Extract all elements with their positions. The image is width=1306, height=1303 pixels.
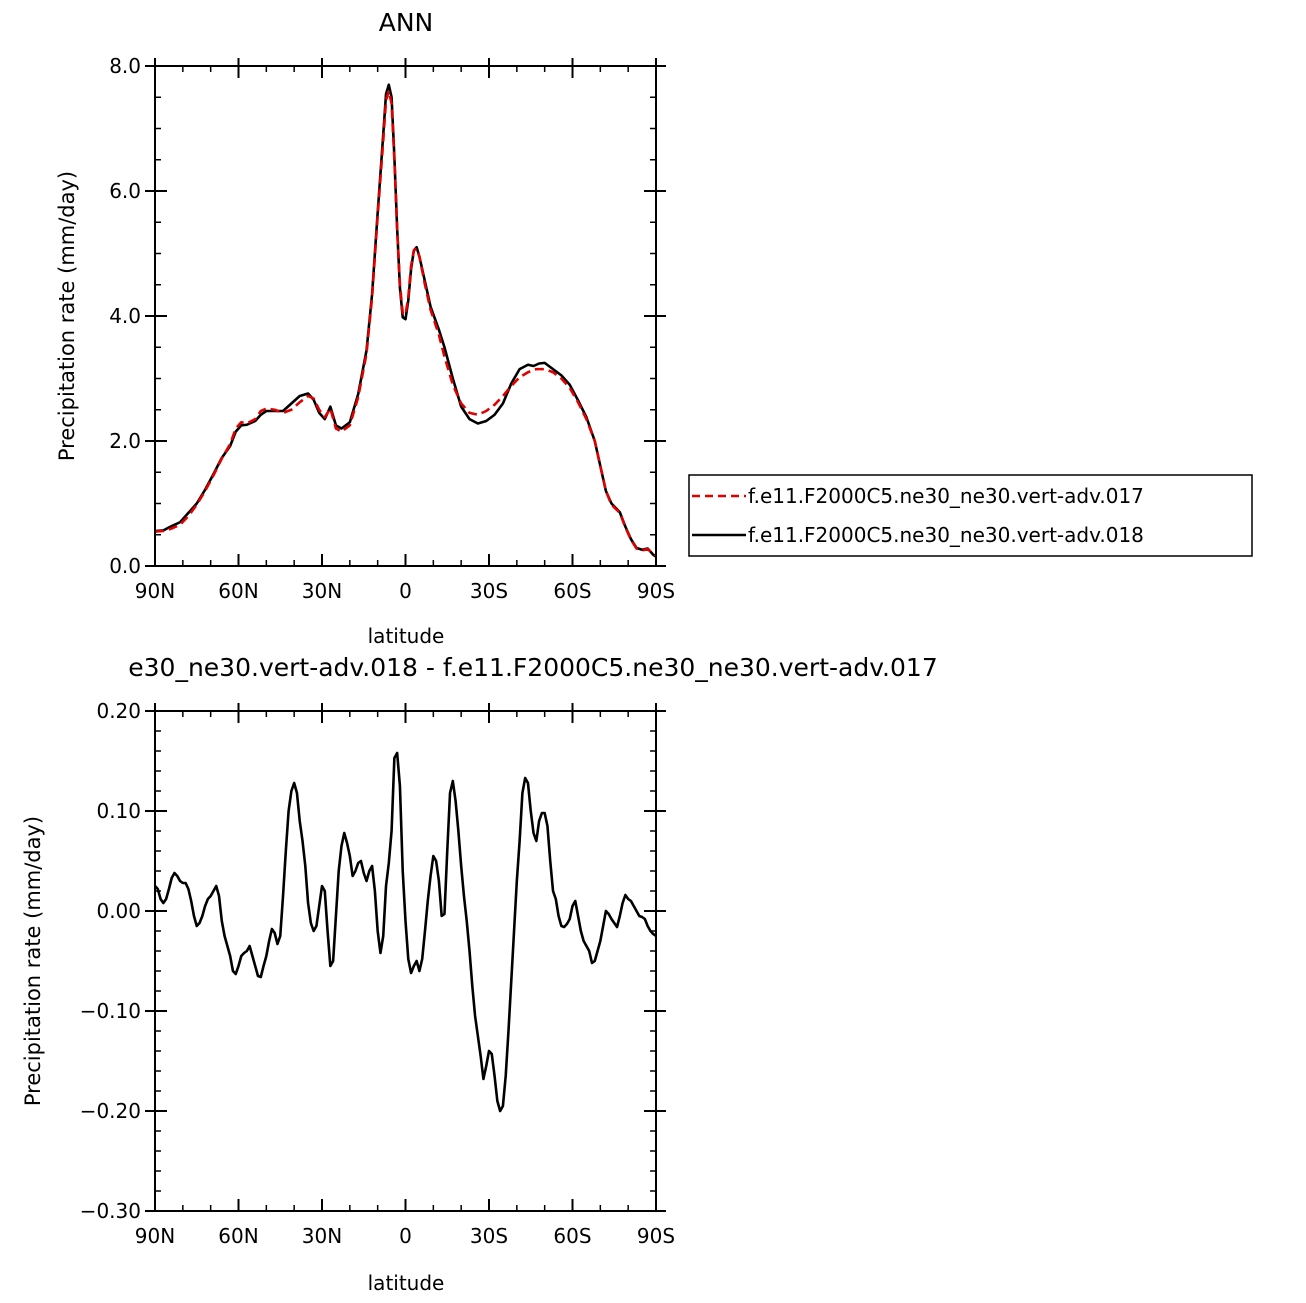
bottom-chart-y-tick-label: 0.10 (96, 799, 141, 823)
top-chart-y-tick-label: 4.0 (109, 304, 141, 328)
top-chart-series-line-1 (154, 83, 657, 558)
legend-label-018: f.e11.F2000C5.ne30_ne30.vert-adv.018 (748, 523, 1144, 547)
top-chart-x-tick-label: 90N (135, 579, 175, 603)
top-chart-y-axis-label: Precipitation rate (mm/day) (55, 171, 79, 461)
top-chart-y-tick-label: 6.0 (109, 179, 141, 203)
bottom-chart-x-tick-label: 30N (302, 1224, 342, 1248)
top-chart-x-tick-label: 90S (637, 579, 675, 603)
top-chart-y-tick-label: 2.0 (109, 429, 141, 453)
top-chart-x-tick-label: 30S (470, 579, 508, 603)
bottom-chart-x-tick-label: 90S (637, 1224, 675, 1248)
bottom-chart-x-tick-label: 30S (470, 1224, 508, 1248)
top-chart-x-tick-label: 60S (553, 579, 591, 603)
top-chart-legend: f.e11.F2000C5.ne30_ne30.vert-adv.017 f.e… (688, 474, 1253, 557)
bottom-chart-x-axis-label: latitude (368, 1271, 445, 1295)
top-chart-y-tick-label: 0.0 (109, 554, 141, 578)
bottom-chart-y-axis-label: Precipitation rate (mm/day) (21, 816, 45, 1106)
bottom-chart-y-tick-label: −0.20 (80, 1099, 141, 1123)
legend-box (688, 474, 1253, 557)
bottom-chart-title: e30_ne30.vert-adv.018 - f.e11.F2000C5.ne… (128, 653, 937, 682)
top-chart-x-tick-label: 60N (218, 579, 258, 603)
top-chart-x-tick-label: 0 (399, 579, 412, 603)
bottom-chart: e30_ne30.vert-adv.018 - f.e11.F2000C5.ne… (21, 653, 938, 1295)
top-chart-title: ANN (379, 8, 434, 37)
top-chart-x-tick-label: 30N (302, 579, 342, 603)
bottom-chart-y-tick-label: 0.00 (96, 899, 141, 923)
bottom-chart-y-tick-label: 0.20 (96, 699, 141, 723)
bottom-chart-x-tick-label: 60S (553, 1224, 591, 1248)
bottom-chart-x-tick-label: 0 (399, 1224, 412, 1248)
bottom-chart-y-tick-label: −0.10 (80, 999, 141, 1023)
bottom-chart-x-tick-label: 60N (218, 1224, 258, 1248)
bottom-chart-series-line-0 (154, 751, 657, 1113)
top-chart-y-tick-label: 8.0 (109, 54, 141, 78)
top-chart: ANN 90N 60N 30N 0 30S 60S 90S 0.0 2.0 4.0 6.0 8.0 l… (55, 8, 1253, 648)
legend-label-017: f.e11.F2000C5.ne30_ne30.vert-adv.017 (748, 484, 1144, 508)
top-chart-series-line-0 (154, 89, 657, 557)
top-chart-x-axis-label: latitude (368, 624, 445, 648)
bottom-chart-x-tick-label: 90N (135, 1224, 175, 1248)
bottom-chart-y-tick-label: −0.30 (80, 1199, 141, 1223)
